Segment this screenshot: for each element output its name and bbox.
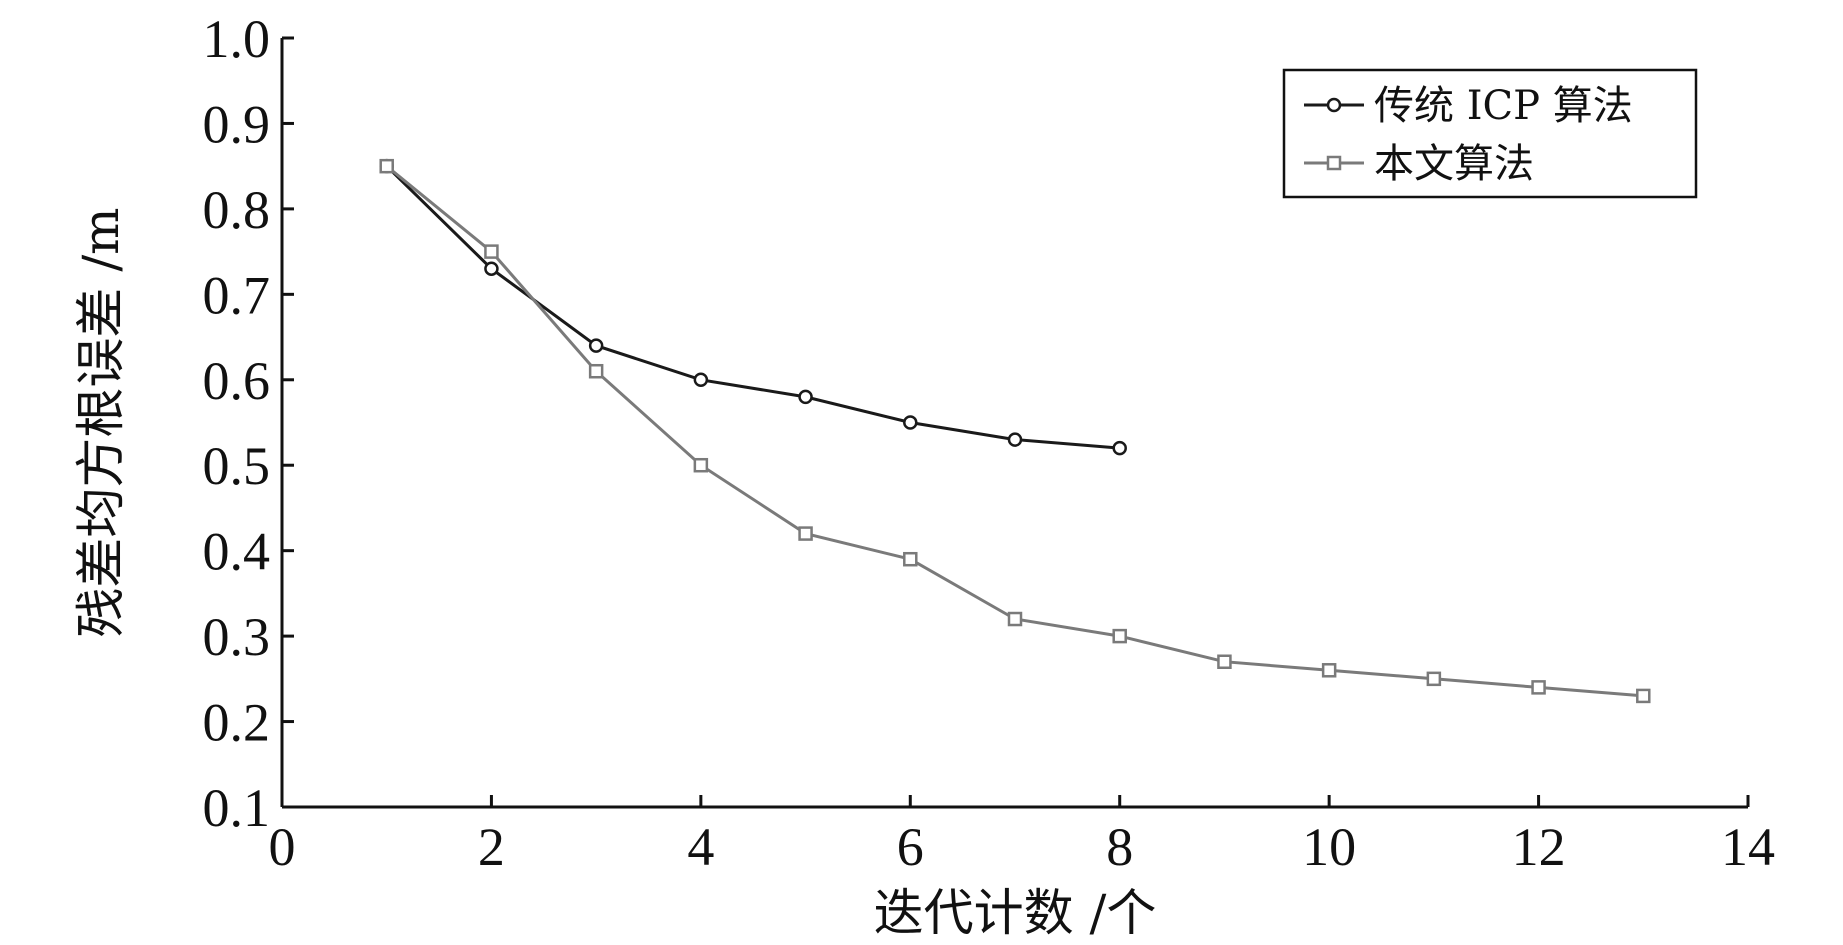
data-point: [379, 158, 394, 174]
y-tick-label: 0.3: [203, 607, 271, 667]
legend-entry: 本文算法: [1304, 141, 1534, 187]
x-tick-label: 10: [1302, 817, 1356, 877]
data-point: [798, 526, 813, 541]
data-point: [1112, 628, 1127, 644]
y-tick-label: 0.2: [203, 693, 271, 753]
data-point: [693, 372, 709, 388]
data-point: [903, 551, 918, 567]
series-layer: [379, 158, 1651, 704]
series-2: [379, 158, 1651, 704]
data-point: [1636, 688, 1651, 704]
x-tick-label: 0: [269, 817, 296, 877]
legend-marker: [1326, 97, 1342, 113]
y-tick-label: 1.0: [203, 9, 271, 69]
y-tick-label: 0.4: [203, 522, 271, 582]
y-tick-label: 0.9: [203, 94, 271, 154]
y-ticks: 0.1 0.2 0.3 0.4 0.5 0.6 0.7 0.8 0.9 1.0: [203, 9, 294, 838]
y-tick-label: 0.7: [203, 265, 271, 325]
data-point: [1112, 440, 1127, 456]
data-point: [588, 363, 604, 379]
x-tick-label: 12: [1512, 817, 1566, 877]
data-point: [693, 457, 709, 473]
data-point: [1007, 611, 1023, 627]
y-tick-label: 0.5: [203, 436, 271, 496]
data-point: [1007, 432, 1023, 447]
data-point: [1531, 680, 1546, 695]
series-1: [379, 158, 1127, 456]
legend-entry: 传统 ICP 算法: [1304, 83, 1633, 129]
data-point: [1426, 671, 1442, 687]
data-point: [1217, 654, 1232, 669]
x-tick-label: 4: [687, 817, 714, 877]
axes: [280, 38, 1748, 809]
data-point: [798, 389, 813, 405]
y-tick-label: 0.6: [203, 351, 271, 411]
legend-marker: [1326, 155, 1342, 171]
x-ticks: 0 2 4 6 8 10 12 14: [269, 795, 1775, 877]
legend-label: 本文算法: [1374, 141, 1534, 187]
y-axis-title: 残差均方根误差 /m: [72, 207, 130, 637]
legend-label: 传统 ICP 算法: [1374, 83, 1633, 129]
y-tick-label: 0.1: [203, 778, 271, 838]
x-axis-title: 迭代计数 /个: [874, 884, 1157, 942]
series-line: [385, 165, 1120, 450]
legend-box: [1282, 68, 1698, 199]
x-tick-label: 2: [478, 817, 505, 877]
data-point: [1321, 663, 1337, 678]
data-point: [484, 261, 499, 276]
x-tick-label: 14: [1721, 817, 1775, 877]
x-tick-label: 6: [897, 817, 924, 877]
data-point: [484, 244, 499, 259]
data-point: [588, 338, 604, 353]
data-point: [903, 415, 918, 430]
y-tick-label: 0.8: [203, 180, 271, 240]
x-tick-label: 8: [1106, 817, 1133, 877]
